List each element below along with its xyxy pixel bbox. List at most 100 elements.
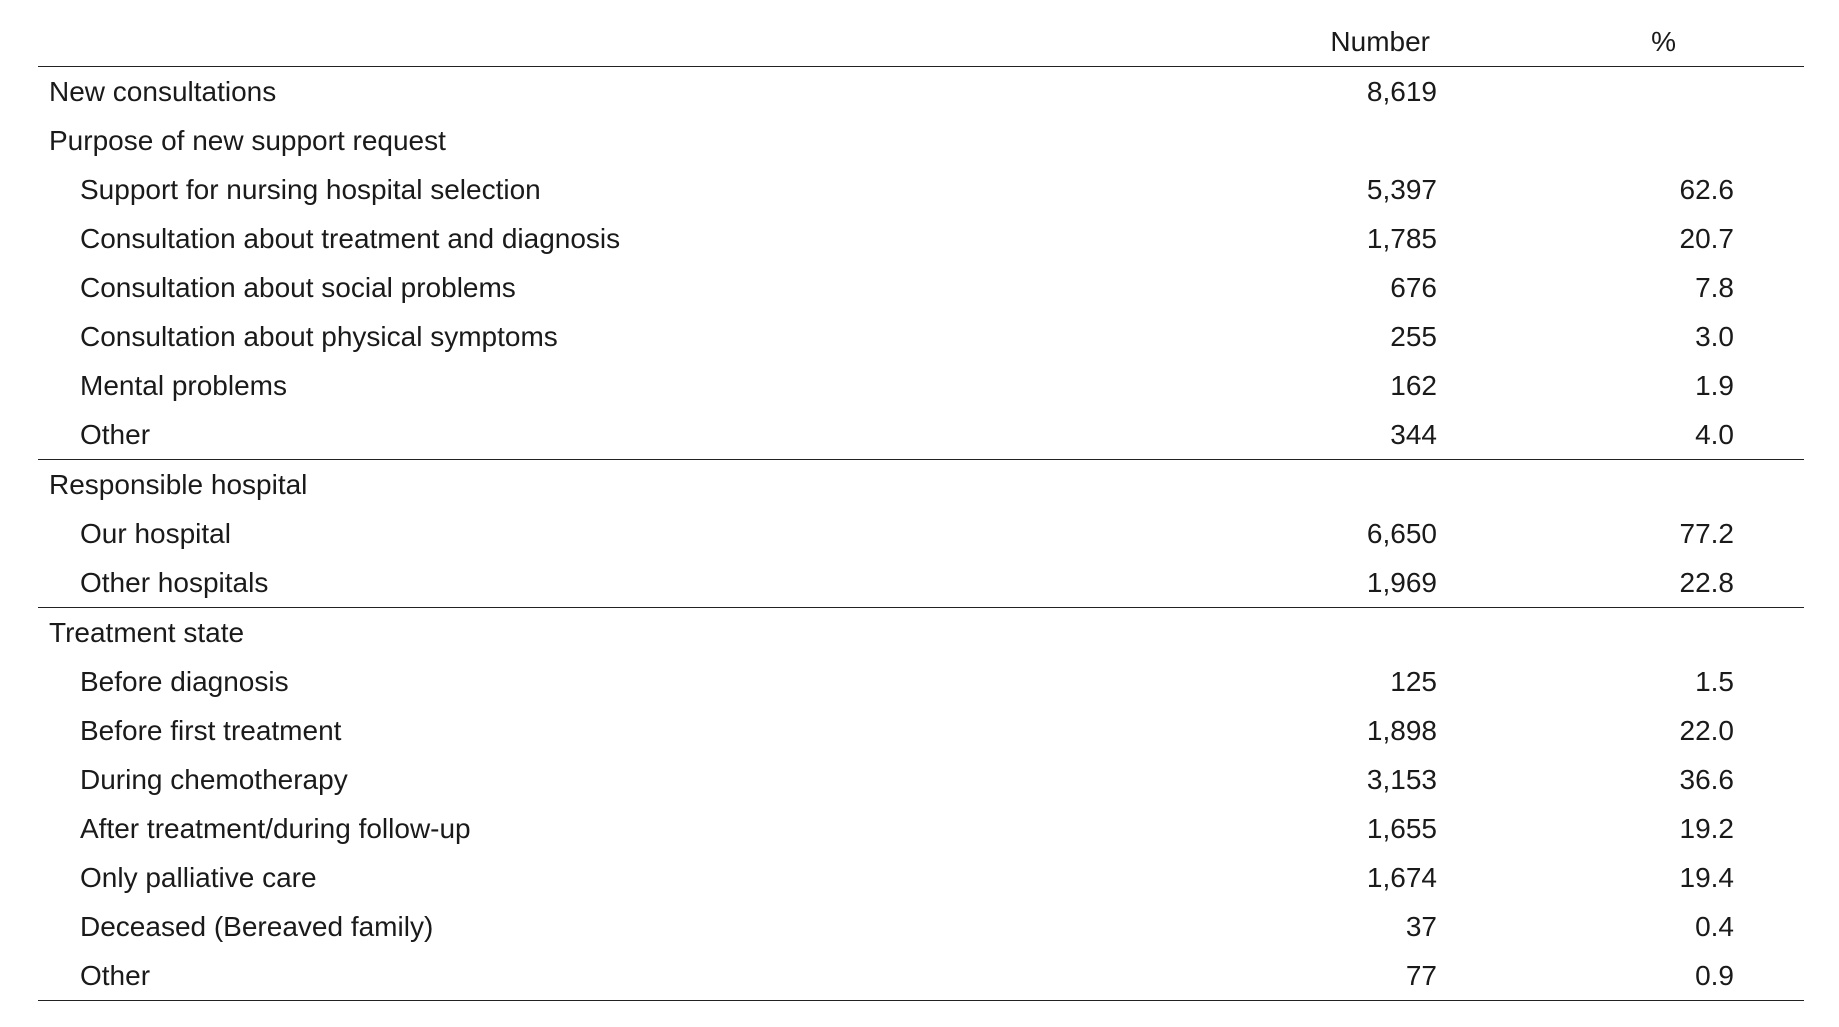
- section-heading: Purpose of new support request: [49, 124, 446, 156]
- row-label: Our hospital: [80, 517, 231, 549]
- row-number: 6,650: [1366, 517, 1437, 549]
- table-row: Consultation about physical symptoms 255…: [38, 312, 1804, 361]
- row-number: [1214, 460, 1463, 510]
- table-header-row: Number %: [38, 18, 1804, 67]
- row-percent: 19.2: [1679, 812, 1735, 844]
- row-label: After treatment/during follow-up: [80, 812, 471, 844]
- table-row: Other 77 0.9: [38, 951, 1804, 1001]
- table-row: After treatment/during follow-up 1,655 1…: [38, 804, 1804, 853]
- row-label: Before diagnosis: [80, 665, 289, 697]
- row-spacer: [1734, 116, 1804, 165]
- table-row: Responsible hospital: [38, 460, 1804, 510]
- row-label: Consultation about social problems: [80, 271, 516, 303]
- header-number: Number: [1214, 18, 1463, 67]
- row-number: [1214, 608, 1463, 658]
- row-number: 344: [1214, 410, 1463, 460]
- table-row: Deceased (Bereaved family) 37 0.4: [38, 902, 1804, 951]
- row-label: Mental problems: [80, 369, 287, 401]
- data-table-container: Number % New consultations 8,619 Purpose…: [38, 18, 1804, 1001]
- row-spacer: [1734, 214, 1804, 263]
- row-label: Consultation about treatment and diagnos…: [80, 222, 621, 254]
- table-row: Other 344 4.0: [38, 410, 1804, 460]
- row-spacer: [1734, 755, 1804, 804]
- section-heading: Responsible hospital: [49, 468, 308, 500]
- row-percent: [1463, 460, 1734, 510]
- row-label: Other hospitals: [38, 558, 1214, 608]
- row-number: 1,785: [1366, 222, 1437, 254]
- row-spacer: [1734, 263, 1804, 312]
- row-number: [1214, 116, 1463, 165]
- row-spacer: [1734, 165, 1804, 214]
- row-spacer: [1734, 312, 1804, 361]
- row-number: 1,969: [1214, 558, 1463, 608]
- row-spacer: [1734, 558, 1804, 608]
- row-number: 125: [1390, 665, 1437, 697]
- row-spacer: [1734, 460, 1804, 510]
- row-percent: 20.7: [1679, 222, 1735, 254]
- row-label: Support for nursing hospital selection: [80, 173, 541, 205]
- row-number: 255: [1390, 320, 1437, 352]
- row-number: 676: [1390, 271, 1437, 303]
- row-spacer: [1734, 509, 1804, 558]
- table-row: During chemotherapy 3,153 36.6: [38, 755, 1804, 804]
- row-spacer: [1734, 951, 1804, 1001]
- table-row: Before diagnosis 125 1.5: [38, 657, 1804, 706]
- row-number: 1,655: [1366, 812, 1437, 844]
- row-number: 37: [1405, 910, 1437, 942]
- row-percent: 22.0: [1679, 714, 1735, 746]
- row-number: 8,619: [1366, 75, 1437, 107]
- row-percent: 0.9: [1463, 951, 1734, 1001]
- row-percent: 36.6: [1679, 763, 1735, 795]
- row-spacer: [1734, 902, 1804, 951]
- row-percent: 7.8: [1695, 271, 1734, 303]
- row-percent: 1.9: [1695, 369, 1734, 401]
- row-label: Deceased (Bereaved family): [80, 910, 434, 942]
- row-percent: 19.4: [1679, 861, 1735, 893]
- row-number: 5,397: [1366, 173, 1437, 205]
- row-spacer: [1734, 804, 1804, 853]
- row-number: 1,674: [1366, 861, 1437, 893]
- row-spacer: [1734, 608, 1804, 658]
- header-percent: %: [1463, 18, 1734, 67]
- row-number: 1,898: [1366, 714, 1437, 746]
- row-percent: [1463, 67, 1734, 117]
- row-spacer: [1734, 67, 1804, 117]
- row-percent: 0.4: [1695, 910, 1734, 942]
- row-number: 77: [1214, 951, 1463, 1001]
- row-label: During chemotherapy: [80, 763, 348, 795]
- row-percent: 4.0: [1463, 410, 1734, 460]
- row-spacer: [1734, 361, 1804, 410]
- row-percent: [1463, 608, 1734, 658]
- row-label: Before first treatment: [80, 714, 342, 746]
- section-heading: Treatment state: [49, 616, 245, 648]
- row-number: 3,153: [1366, 763, 1437, 795]
- header-label: [38, 18, 1214, 67]
- row-percent: 62.6: [1679, 173, 1735, 205]
- table-row: Our hospital 6,650 77.2: [38, 509, 1804, 558]
- row-label: New consultations: [49, 75, 277, 107]
- table-row: Only palliative care 1,674 19.4: [38, 853, 1804, 902]
- table-row: Consultation about social problems 676 7…: [38, 263, 1804, 312]
- row-label: Other: [38, 951, 1214, 1001]
- row-spacer: [1734, 853, 1804, 902]
- table-row: Mental problems 162 1.9: [38, 361, 1804, 410]
- header-spacer: [1734, 18, 1804, 67]
- row-label: Other: [38, 410, 1214, 460]
- row-spacer: [1734, 410, 1804, 460]
- row-spacer: [1734, 657, 1804, 706]
- row-label: Consultation about physical symptoms: [80, 320, 558, 352]
- row-number: 162: [1390, 369, 1437, 401]
- consultation-table: Number % New consultations 8,619 Purpose…: [38, 18, 1804, 1001]
- row-percent: [1463, 116, 1734, 165]
- row-label: Only palliative care: [80, 861, 317, 893]
- row-percent: 1.5: [1695, 665, 1734, 697]
- table-row: New consultations 8,619: [38, 67, 1804, 117]
- table-row: Other hospitals 1,969 22.8: [38, 558, 1804, 608]
- row-percent: 77.2: [1679, 517, 1735, 549]
- row-percent: 22.8: [1463, 558, 1734, 608]
- table-row: Support for nursing hospital selection 5…: [38, 165, 1804, 214]
- table-row: Before first treatment 1,898 22.0: [38, 706, 1804, 755]
- table-row: Consultation about treatment and diagnos…: [38, 214, 1804, 263]
- row-spacer: [1734, 706, 1804, 755]
- table-row: Treatment state: [38, 608, 1804, 658]
